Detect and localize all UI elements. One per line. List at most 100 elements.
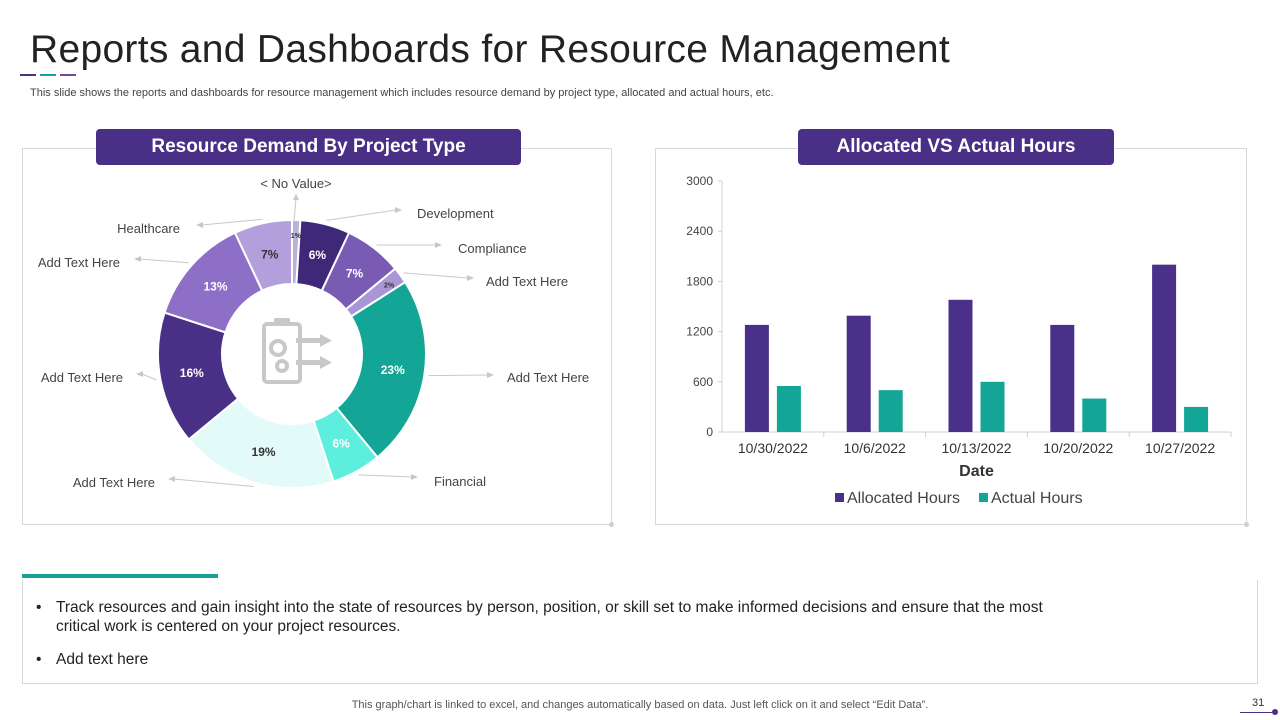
leader-arrow — [134, 256, 141, 262]
legend-swatch — [979, 493, 988, 502]
donut-category-label: < No Value> — [260, 176, 331, 191]
legend-label: Allocated Hours — [847, 490, 960, 507]
actual-bar[interactable] — [1184, 406, 1209, 432]
actual-bar[interactable] — [980, 381, 1005, 432]
donut-slices — [157, 218, 427, 489]
bullet-text: Add text here — [56, 651, 149, 668]
panel-corner-dot — [1244, 522, 1249, 527]
allocated-bar[interactable] — [1152, 264, 1177, 432]
x-tick-label: 10/20/2022 — [1043, 440, 1113, 456]
donut-percent-label: 13% — [203, 280, 227, 294]
legend-swatch — [835, 493, 844, 502]
y-tick-label: 3000 — [686, 174, 713, 188]
donut-percent-label: 6% — [309, 248, 327, 262]
legend-label: Actual Hours — [991, 490, 1083, 507]
bullet-item: • Add text here — [36, 650, 436, 670]
leader-line — [201, 218, 262, 226]
page-number-underline — [1240, 712, 1272, 713]
actual-bar[interactable] — [1082, 398, 1107, 432]
donut-category-label: Development — [417, 206, 494, 221]
leader-arrow — [395, 207, 402, 213]
donut-percent-label: 7% — [346, 266, 364, 280]
leader-arrow — [196, 222, 203, 228]
allocated-bar[interactable] — [846, 315, 871, 432]
page-number: 31 — [1252, 697, 1265, 709]
y-tick-label: 600 — [693, 375, 713, 389]
bottom-box-left-border — [22, 580, 23, 684]
bottom-accent-line — [22, 574, 218, 578]
donut-category-label: Financial — [434, 474, 486, 489]
y-tick-label: 0 — [706, 425, 713, 439]
bottom-text-box — [22, 580, 1258, 684]
allocated-bar[interactable] — [1050, 324, 1075, 432]
y-tick-label: 2400 — [686, 224, 713, 238]
leader-line — [173, 478, 254, 488]
actual-bar[interactable] — [776, 385, 801, 432]
donut-percent-label: 6% — [332, 436, 350, 450]
slide-title: Reports and Dashboards for Resource Mana… — [30, 28, 950, 71]
bullet-symbol: • — [36, 599, 42, 616]
x-axis-title: Date — [959, 463, 994, 480]
donut-percent-label: 16% — [180, 366, 204, 380]
title-accent-violet — [60, 74, 76, 76]
x-tick-label: 10/6/2022 — [844, 440, 906, 456]
bar-axes — [718, 180, 1232, 437]
allocated-bar[interactable] — [948, 299, 973, 432]
leader-line — [428, 374, 489, 377]
leader-line — [139, 258, 189, 264]
leader-arrow — [487, 372, 494, 378]
bar-chart[interactable]: 0 600 1200 1800 2400 3000 10/30/2022 10/6/2022 1… — [655, 166, 1247, 522]
leader-line — [403, 272, 469, 279]
x-tick-label: 10/27/2022 — [1145, 440, 1215, 456]
donut-category-label: Add Text Here — [73, 475, 155, 490]
leader-line — [293, 197, 297, 223]
leader-line — [358, 474, 413, 478]
x-tick-label: 10/30/2022 — [738, 440, 808, 456]
title-accent-purple — [20, 74, 36, 76]
donut-category-label: Add Text Here — [41, 370, 123, 385]
leader-line — [326, 209, 397, 221]
donut-category-label: Add Text Here — [38, 255, 120, 270]
donut-labels: 1% < No Value> 6% Development 7% Compliance 2%… — [38, 176, 589, 490]
y-tick-label: 1200 — [686, 325, 713, 339]
bar-legend: Allocated Hours Actual Hours — [835, 490, 1083, 507]
resource-demand-header: Resource Demand By Project Type — [96, 129, 521, 165]
donut-slice[interactable] — [187, 397, 335, 489]
donut-slice[interactable] — [233, 218, 293, 292]
leader-arrow — [168, 476, 175, 482]
slide-subtitle: This slide shows the reports and dashboa… — [30, 87, 774, 99]
donut-chart[interactable]: 1% < No Value> 6% Development 7% Compliance 2%… — [22, 166, 612, 524]
leader-arrow — [293, 194, 299, 200]
donut-category-label: Compliance — [458, 241, 527, 256]
donut-category-label: Add Text Here — [507, 370, 589, 385]
clipboard-gears-icon — [222, 284, 362, 424]
donut-percent-label: 23% — [381, 363, 405, 377]
hours-header: Allocated VS Actual Hours — [798, 129, 1114, 165]
footer-note: This graph/chart is linked to excel, and… — [351, 699, 929, 711]
bar-bars — [744, 264, 1209, 432]
leader-line — [141, 373, 157, 381]
allocated-bar[interactable] — [744, 324, 769, 432]
donut-slice[interactable] — [335, 280, 427, 459]
leader-arrow — [136, 371, 143, 377]
donut-percent-label: 19% — [252, 445, 276, 459]
page-number-dot — [1272, 709, 1278, 715]
panel-corner-dot — [609, 522, 614, 527]
donut-percent-label: 2% — [384, 282, 395, 289]
bullet-symbol: • — [36, 651, 42, 668]
x-tick-label: 10/13/2022 — [941, 440, 1011, 456]
title-accent-teal — [40, 74, 56, 76]
donut-percent-label: 7% — [261, 247, 279, 261]
leader-arrow — [435, 242, 442, 248]
bullet-item: • Track resources and gain insight into … — [36, 598, 1076, 638]
bar-ticks: 0 600 1200 1800 2400 3000 10/30/2022 10/6/2022 1… — [686, 174, 1215, 480]
donut-category-label: Add Text Here — [486, 274, 568, 289]
bullet-text: Track resources and gain insight into th… — [56, 599, 1043, 635]
donut-percent-label: 1% — [291, 233, 302, 240]
y-tick-label: 1800 — [686, 274, 713, 288]
leader-arrow — [467, 275, 474, 281]
leader-arrow — [411, 474, 418, 480]
actual-bar[interactable] — [878, 390, 903, 432]
donut-leaders — [134, 194, 494, 488]
donut-category-label: Healthcare — [117, 221, 180, 236]
